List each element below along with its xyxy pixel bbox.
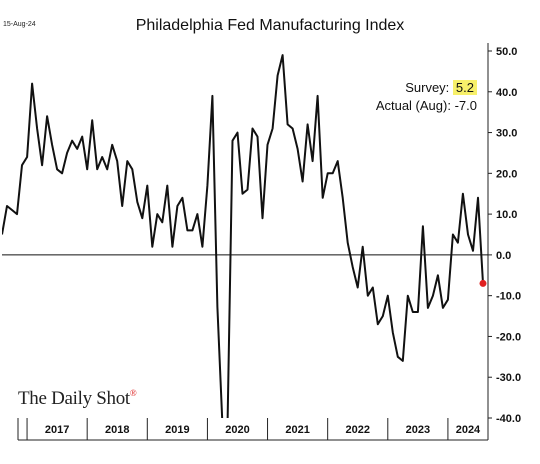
y-tick-label: -20.0	[496, 331, 521, 343]
brand-logo: The Daily Shot®	[18, 388, 137, 410]
y-tick-label: 20.0	[496, 168, 517, 180]
y-tick-label: 10.0	[496, 209, 517, 221]
y-tick-label: 40.0	[496, 87, 517, 99]
y-tick-label: 50.0	[496, 46, 517, 58]
last-point-marker	[479, 279, 487, 287]
y-tick-label: -10.0	[496, 291, 521, 303]
x-tick-label: 2021	[285, 424, 309, 436]
x-tick-label: 2019	[165, 424, 189, 436]
brand-mark: ®	[129, 388, 137, 398]
survey-value: 5.2	[452, 80, 477, 95]
chart-title: Philadelphia Fed Manufacturing Index	[135, 17, 405, 34]
x-tick-label: 2024	[456, 424, 481, 436]
actual-label: Actual (Aug):	[375, 98, 451, 113]
x-tick-label: 2017	[45, 424, 69, 436]
brand-name: The Daily Shot	[18, 388, 130, 409]
y-tick-label: -30.0	[496, 372, 521, 384]
y-axis: 50.0 40.0 30.0 20.0 10.0 0.0 -10.0 -20.0 -30.0 -4…	[488, 46, 521, 425]
survey-label: Survey:	[405, 80, 450, 95]
chart-date: 15-Aug-24	[3, 21, 36, 28]
x-tick-label: 2020	[225, 424, 249, 436]
actual-value: -7.0	[454, 98, 477, 113]
y-tick-label: 0.0	[496, 250, 511, 262]
actual-annotation: Actual (Aug): -7.0	[376, 98, 477, 113]
chart-frame	[17, 43, 489, 441]
survey-annotation: Survey: 5.2	[405, 80, 477, 95]
x-axis: 2017 2018 2019 2020 2021 2022 2023 2024	[26, 418, 481, 440]
series-line	[2, 54, 484, 418]
x-tick-label: 2023	[406, 424, 430, 436]
y-tick-label: 30.0	[496, 128, 517, 140]
y-tick-label: -40.0	[496, 413, 521, 425]
plot-area	[2, 54, 488, 418]
x-tick-label: 2022	[345, 424, 369, 436]
x-tick-label: 2018	[105, 424, 129, 436]
